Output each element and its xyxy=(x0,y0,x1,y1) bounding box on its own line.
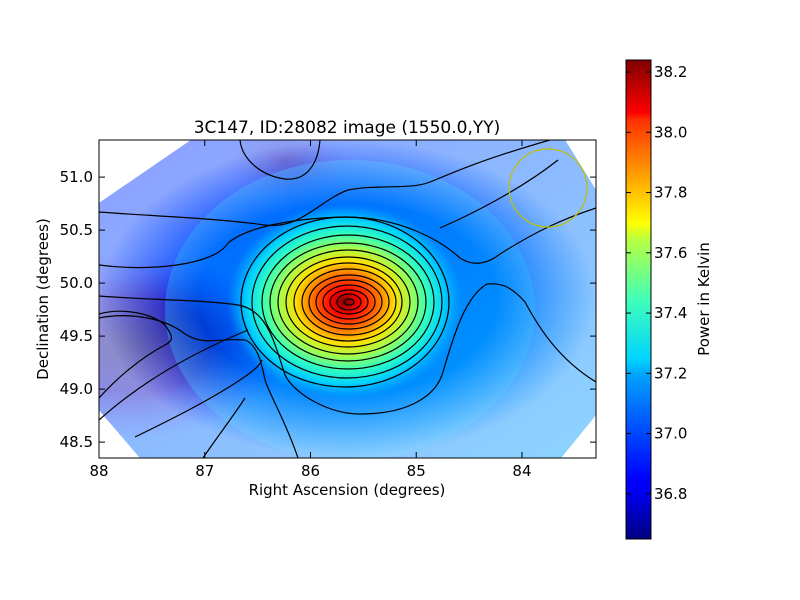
y-axis-ticks: 48.5 49.0 49.5 50.0 50.5 51.0 xyxy=(60,168,596,451)
y-tick-label: 51.0 xyxy=(60,168,93,186)
contour-lines xyxy=(99,140,596,458)
colorbar-gradient xyxy=(625,59,652,540)
y-tick-label: 49.0 xyxy=(60,380,93,398)
x-tick-label: 85 xyxy=(407,462,426,480)
x-tick-label: 88 xyxy=(89,462,108,480)
colorbar-label: Power in Kelvin xyxy=(695,242,713,356)
y-tick-label: 50.5 xyxy=(60,221,93,239)
chart-title: 3C147, ID:28082 image (1550.0,YY) xyxy=(194,118,501,138)
colorbar-tick-label: 37.8 xyxy=(654,184,687,202)
colorbar-tick-label: 38.2 xyxy=(654,63,687,81)
beam-circle xyxy=(508,148,588,228)
x-tick-label: 84 xyxy=(512,462,531,480)
colorbar-tick-label: 38.0 xyxy=(654,123,687,141)
y-tick-label: 48.5 xyxy=(60,433,93,451)
colorbar-ticks: 36.8 37.0 37.2 37.4 37.6 37.8 38.0 38.2 xyxy=(626,63,687,503)
x-tick-label: 87 xyxy=(195,462,214,480)
colorbar-tick-label: 36.8 xyxy=(654,485,687,503)
colorbar: 36.8 37.0 37.2 37.4 37.6 37.8 38.0 38.2 Power i… xyxy=(625,59,713,540)
x-axis-ticks: 88 87 86 85 84 xyxy=(89,140,532,480)
colorbar-tick-label: 37.0 xyxy=(654,425,687,443)
colorbar-tick-label: 37.4 xyxy=(654,304,687,322)
y-tick-label: 49.5 xyxy=(60,327,93,345)
x-axis-label: Right Ascension (degrees) xyxy=(249,481,446,499)
colorbar-tick-label: 37.2 xyxy=(654,364,687,382)
y-tick-label: 50.0 xyxy=(60,274,93,292)
x-tick-label: 86 xyxy=(301,462,320,480)
plot-frame xyxy=(98,139,597,459)
colorbar-tick-label: 37.6 xyxy=(654,244,687,262)
y-axis-label: Declination (degrees) xyxy=(34,218,52,380)
